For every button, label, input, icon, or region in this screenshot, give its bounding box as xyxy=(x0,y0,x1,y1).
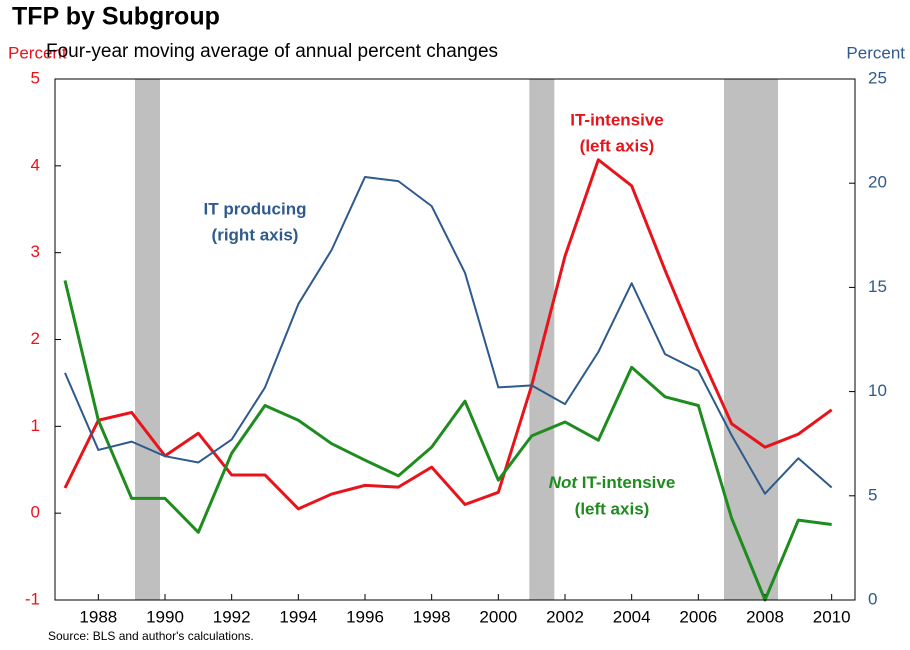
annotation: IT producing (right axis) IT-intensive (… xyxy=(204,110,676,518)
y2-tick-label: 5 xyxy=(868,485,877,504)
y2-axis-label: Percent xyxy=(846,43,905,62)
recession-band xyxy=(135,79,160,600)
x-tick-label: 2006 xyxy=(679,607,717,626)
series-line xyxy=(64,175,833,495)
annotation-text: (left axis) xyxy=(575,499,650,518)
y2-tick-label: 10 xyxy=(868,381,887,400)
x-tick-label: 1988 xyxy=(79,607,117,626)
y2-tick-label: 20 xyxy=(868,173,887,192)
x-tick-label: 2008 xyxy=(746,607,784,626)
recession-band xyxy=(529,79,555,600)
y2-tick-label: 25 xyxy=(868,68,887,87)
annotation-text: (right axis) xyxy=(212,225,299,244)
y-tick-label: 5 xyxy=(31,68,40,87)
x-tick-label: 1990 xyxy=(146,607,184,626)
x-tick-label: 2000 xyxy=(479,607,517,626)
annotation-text: IT producing xyxy=(204,199,307,218)
y-tick-label: 3 xyxy=(31,242,40,261)
series-line xyxy=(63,158,833,511)
y-tick-label: 2 xyxy=(31,329,40,348)
y-tick-label: -1 xyxy=(25,589,40,608)
plot-frame xyxy=(54,78,856,601)
annotation-italic: Not xyxy=(549,473,579,492)
x-tick-label: 1996 xyxy=(346,607,384,626)
plot-area: -1 0 1 2 3 4 5 0 5 10 15 20 25 1988 1990 1992 1994 1996 19… xyxy=(25,68,887,626)
annotation-text: Not IT-intensive xyxy=(549,473,676,492)
recession-band xyxy=(724,79,778,600)
annotation-rest: IT-intensive xyxy=(582,473,676,492)
annotation-text: IT-intensive xyxy=(570,110,664,129)
chart-title: TFP by Subgroup xyxy=(12,3,220,31)
y-tick-label: 1 xyxy=(31,416,40,435)
y-axis-label: Percent xyxy=(8,43,67,62)
x-tick-label: 1992 xyxy=(213,607,251,626)
x-tick-label: 1994 xyxy=(279,607,317,626)
y-tick-label: 0 xyxy=(31,503,40,522)
source: Source: BLS and author's calculations. xyxy=(48,629,254,643)
y-tick-label: 4 xyxy=(31,155,40,174)
x-tick-label: 1998 xyxy=(413,607,451,626)
x-tick-label: 2002 xyxy=(546,607,584,626)
annotation-text: (left axis) xyxy=(580,136,655,155)
series-line xyxy=(63,280,832,602)
x-tick-label: 2010 xyxy=(813,607,851,626)
y2-tick-label: 0 xyxy=(868,589,877,608)
subtitle: Four-year moving average of annual perce… xyxy=(46,41,498,62)
y2-tick-label: 15 xyxy=(868,277,887,296)
x-tick-label: 2004 xyxy=(613,607,651,626)
